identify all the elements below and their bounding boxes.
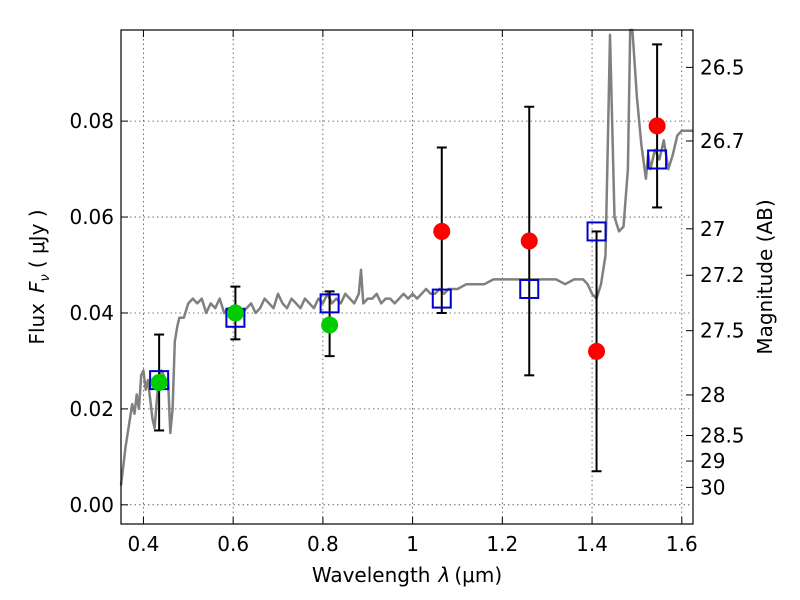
- y-tick-labels: 0.00 0.02 0.04 0.06 0.08: [69, 109, 114, 517]
- magnitude-tick-label: 29: [700, 449, 725, 473]
- ground-photometry-point: [321, 316, 339, 334]
- y-axis-subscript: ν: [38, 274, 53, 281]
- x-tick-label: 1.2: [486, 532, 518, 556]
- x-tick-label: 0.8: [307, 532, 339, 556]
- grid-lines: [121, 30, 693, 524]
- y-axis-label: Flux Fν ( μJy ): [25, 209, 53, 344]
- x-tick-labels: 0.4 0.6 0.8 1 1.2 1.4 1.6: [128, 532, 698, 556]
- model-photometry-point: [519, 278, 540, 299]
- x-axis-symbol: λ: [438, 563, 451, 587]
- magnitude-tick-label: 26.7: [700, 129, 745, 153]
- y-axis-symbol: F: [25, 281, 49, 293]
- ground-photometry-point: [226, 304, 244, 322]
- magnitude-tick-label: 27: [700, 217, 725, 241]
- model-photometry-point: [647, 149, 668, 170]
- magnitude-axis-label: Magnitude (AB): [753, 199, 777, 354]
- y-tick-label: 0.00: [69, 493, 114, 517]
- spectrum-line: [119, 28, 693, 486]
- x-tick-label: 0.4: [128, 532, 160, 556]
- tick-marks: [121, 30, 693, 524]
- x-axis-label: Wavelength λ (μm): [312, 563, 502, 587]
- magnitude-tick-label: 28: [700, 383, 725, 407]
- y-tick-label: 0.06: [69, 205, 114, 229]
- x-tick-label: 1.6: [666, 532, 698, 556]
- x-axis-label-text: Wavelength: [312, 563, 431, 587]
- y-tick-label: 0.08: [69, 109, 114, 133]
- magnitude-tick-label: 30: [700, 475, 725, 499]
- spectrum-layer: [119, 28, 693, 486]
- hst-photometry-point: [520, 232, 538, 250]
- y-axis-unit: ( μJy ): [25, 209, 49, 268]
- ground-photometry-point: [150, 374, 168, 392]
- magnitude-tick-label: 28.5: [700, 423, 745, 447]
- hst-photometry-point: [433, 222, 451, 240]
- model-photometry-point: [319, 293, 340, 314]
- model-photometry-point: [431, 288, 452, 309]
- x-tick-label: 1: [406, 532, 419, 556]
- magnitude-tick-label: 26.5: [700, 55, 745, 79]
- magnitude-tick-label: 27.5: [700, 319, 745, 343]
- magnitude-tick-label: 27.2: [700, 263, 745, 287]
- x-tick-label: 1.4: [576, 532, 608, 556]
- hst-photometry-point: [588, 342, 606, 360]
- x-axis-unit: (μm): [454, 563, 502, 587]
- marker-layer: [149, 117, 668, 392]
- y-axis-label-text: Flux: [25, 303, 49, 345]
- hst-photometry-point: [648, 117, 666, 135]
- plot-frame: [120, 29, 694, 525]
- y-tick-label: 0.04: [69, 301, 114, 325]
- error-bar-layer: [154, 43, 663, 473]
- model-photometry-point: [586, 221, 607, 242]
- x-tick-label: 0.6: [217, 532, 249, 556]
- y-tick-label: 0.02: [69, 397, 114, 421]
